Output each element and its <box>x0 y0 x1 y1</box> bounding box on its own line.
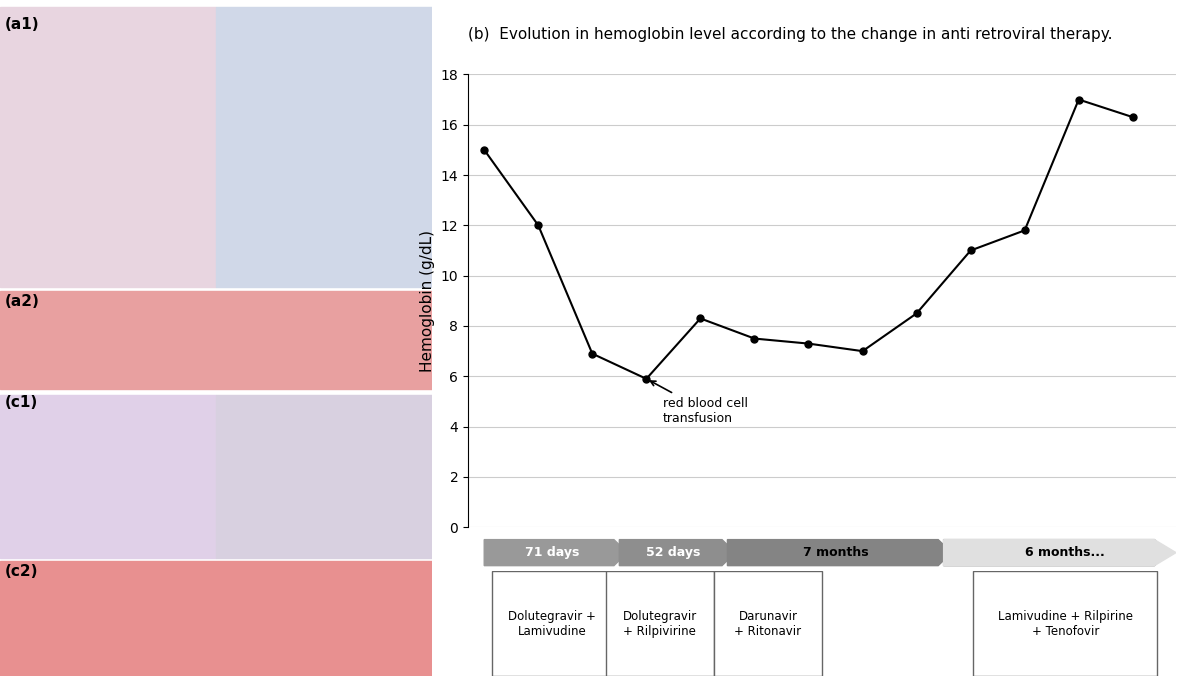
Text: red blood cell
transfusion: red blood cell transfusion <box>650 381 748 425</box>
Text: Darunavir
+ Ritonavir: Darunavir + Ritonavir <box>734 610 802 637</box>
Bar <box>216 395 432 558</box>
Text: (c1): (c1) <box>5 395 37 410</box>
FancyArrow shape <box>485 539 628 566</box>
Text: (a1): (a1) <box>5 17 38 32</box>
FancyBboxPatch shape <box>492 571 611 676</box>
Text: (a2): (a2) <box>5 294 40 309</box>
Text: 6 months...: 6 months... <box>1025 546 1105 559</box>
Text: 7 months: 7 months <box>803 546 869 559</box>
Text: Dolutegravir
+ Rilpivirine: Dolutegravir + Rilpivirine <box>623 610 697 637</box>
FancyBboxPatch shape <box>606 571 714 676</box>
FancyArrow shape <box>727 539 952 566</box>
FancyArrow shape <box>619 539 736 566</box>
Y-axis label: Hemoglobin (g/dL): Hemoglobin (g/dL) <box>420 230 434 372</box>
FancyBboxPatch shape <box>714 571 822 676</box>
Bar <box>216 7 432 287</box>
Text: (b)  Evolution in hemoglobin level according to the change in anti retroviral th: (b) Evolution in hemoglobin level accord… <box>468 27 1112 42</box>
Text: Dolutegravir +
Lamivudine: Dolutegravir + Lamivudine <box>508 610 595 637</box>
Text: Lamivudine + Rilpirine
+ Tenofovir: Lamivudine + Rilpirine + Tenofovir <box>997 610 1133 637</box>
FancyArrow shape <box>943 539 1176 566</box>
Text: 52 days: 52 days <box>646 546 701 559</box>
FancyArrow shape <box>943 539 1168 566</box>
Bar <box>0 395 216 558</box>
Text: 71 days: 71 days <box>524 546 578 559</box>
Text: (c2): (c2) <box>5 564 38 579</box>
Bar <box>0 291 432 389</box>
Bar <box>0 7 216 287</box>
FancyBboxPatch shape <box>973 571 1157 676</box>
Bar <box>0 561 432 676</box>
